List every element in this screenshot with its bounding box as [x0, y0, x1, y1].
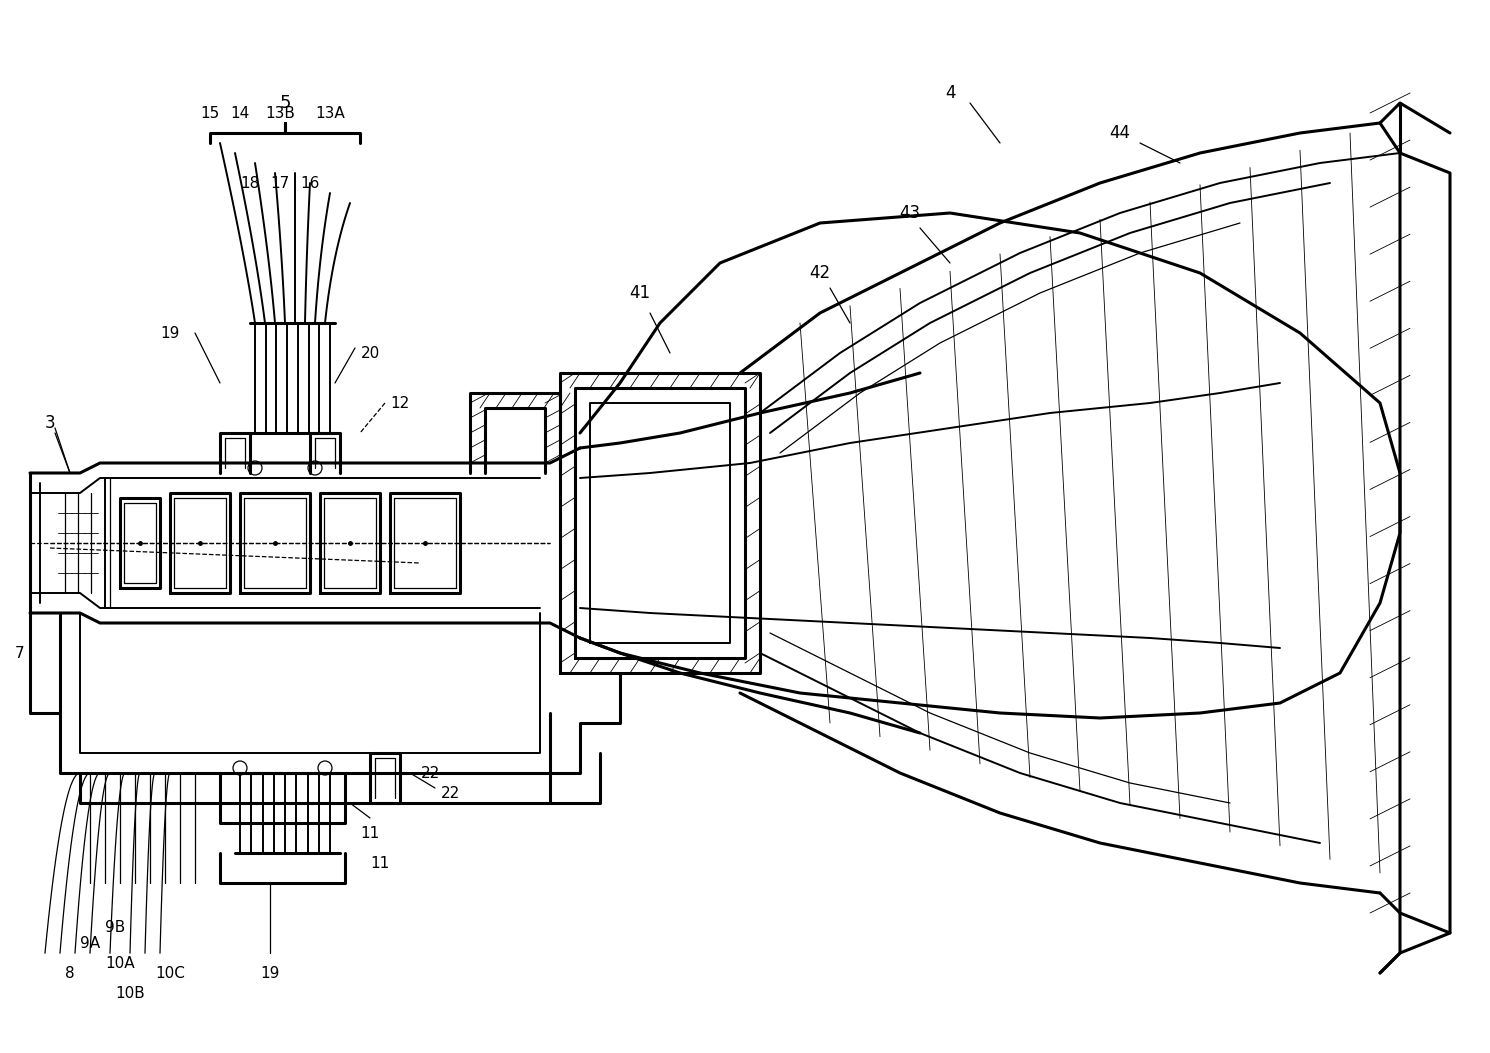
Text: 19: 19	[261, 966, 280, 980]
Text: 44: 44	[1110, 124, 1131, 142]
Text: 10C: 10C	[155, 966, 185, 980]
Text: 10A: 10A	[106, 955, 134, 971]
Text: 18: 18	[240, 176, 259, 191]
Text: 13A: 13A	[314, 105, 344, 120]
Text: 16: 16	[301, 176, 320, 191]
Text: 17: 17	[270, 176, 289, 191]
Text: 22: 22	[420, 766, 440, 780]
Text: 10B: 10B	[115, 986, 145, 1000]
Text: 4: 4	[945, 84, 955, 102]
Text: 8: 8	[66, 966, 75, 980]
Text: 9B: 9B	[104, 920, 125, 935]
Text: 11: 11	[361, 826, 380, 840]
Text: 42: 42	[809, 264, 830, 282]
Text: 12: 12	[390, 396, 410, 411]
Text: 41: 41	[629, 284, 651, 302]
Text: 7: 7	[15, 645, 25, 660]
Text: 14: 14	[231, 105, 250, 120]
Text: 3: 3	[45, 414, 55, 432]
Text: 13B: 13B	[265, 105, 295, 120]
Text: 20: 20	[361, 345, 380, 360]
Text: 5: 5	[279, 94, 291, 112]
Text: 22: 22	[441, 786, 459, 800]
Text: 43: 43	[900, 204, 921, 222]
Text: 19: 19	[161, 325, 180, 340]
Text: 15: 15	[200, 105, 219, 120]
Text: 11: 11	[371, 855, 389, 871]
Text: 9A: 9A	[80, 935, 100, 951]
